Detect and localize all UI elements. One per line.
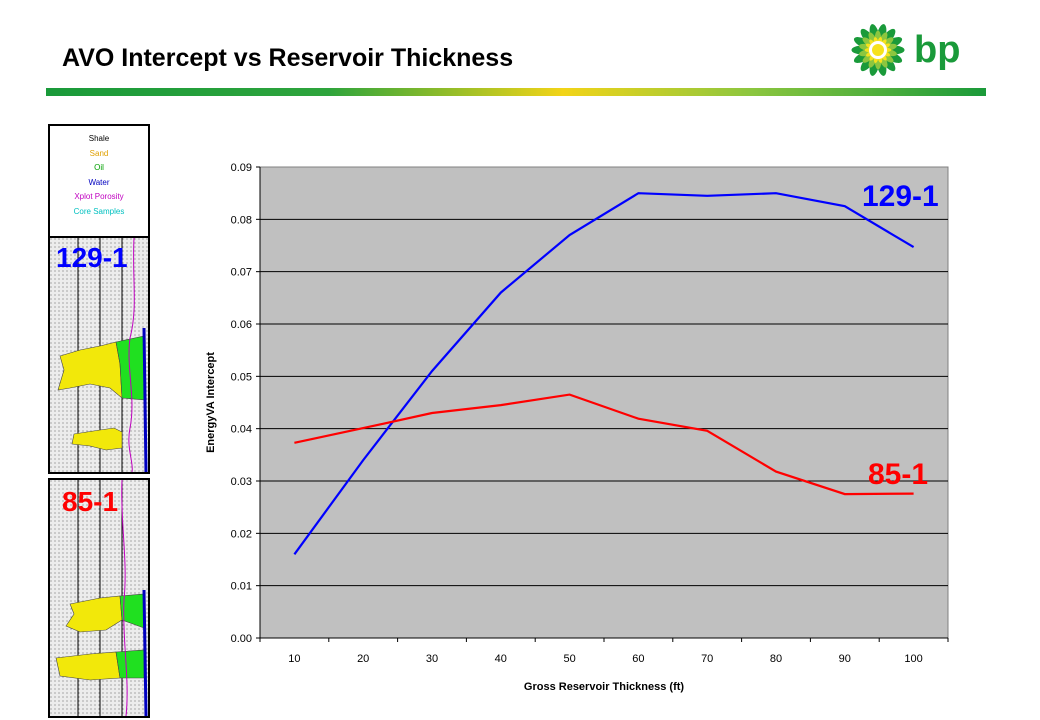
y-tick-label: 0.07 [231, 267, 252, 279]
x-tick-label: 100 [904, 653, 922, 665]
y-tick-label: 0.05 [231, 371, 252, 383]
y-tick-label: 0.06 [231, 319, 252, 331]
plot-area [259, 166, 949, 639]
legend-core-samples: Core Samples [73, 206, 125, 216]
line-chart: 0.00 0.01 0.02 0.03 0.04 0.05 0.06 0.07 0.08 0.09… [205, 162, 949, 693]
y-tick-label: 0.02 [231, 528, 252, 540]
x-tick-label: 30 [426, 653, 438, 665]
well-log-graphic [50, 238, 148, 472]
y-axis-label: EnergyVA Intercept [205, 352, 217, 453]
well-label-85-1: 85-1 [62, 486, 119, 517]
y-tick-label: 0.08 [231, 214, 252, 226]
bp-wordmark: bp [914, 29, 960, 71]
series-label-85-1: 85-1 [868, 458, 929, 491]
x-tick-label: 40 [495, 653, 507, 665]
y-tick-label: 0.03 [231, 476, 252, 488]
well-log-85-1 [48, 478, 150, 718]
log-legend: Shale Sand Oil Water Xplot Porosity Core… [48, 124, 150, 238]
chart-area: 0.00 0.01 0.02 0.03 0.04 0.05 0.06 0.07 0.08 0.09… [180, 150, 960, 710]
well-log-graphic [50, 480, 148, 716]
bp-logo: bp [848, 22, 978, 82]
legend-xplot-porosity: Xplot Porosity [74, 192, 124, 201]
legend-water: Water [88, 177, 110, 187]
x-tick-label: 20 [357, 653, 369, 665]
series-line-85-1 [294, 393, 914, 496]
legend-shale: Shale [88, 134, 110, 143]
helios-icon: bp [851, 24, 960, 76]
well-label-129-1: 129-1 [56, 242, 128, 273]
x-tick-label: 70 [701, 653, 713, 665]
x-tick-label: 90 [839, 653, 851, 665]
x-tick-label: 80 [770, 653, 782, 665]
header-divider [46, 88, 986, 96]
y-tick-label: 0.01 [231, 581, 252, 593]
x-tick-label: 50 [563, 653, 575, 665]
well-log-129-1 [48, 236, 150, 474]
legend-oil: Oil [94, 163, 104, 172]
series-line-129-1 [293, 192, 915, 555]
y-tick-label: 0.09 [231, 162, 252, 174]
y-tick-label: 0.00 [231, 633, 252, 645]
page-title: AVO Intercept vs Reservoir Thickness [62, 44, 514, 72]
x-tick-label: 60 [632, 653, 644, 665]
x-tick-label: 10 [288, 653, 300, 665]
y-tick-label: 0.04 [231, 424, 252, 436]
series-label-129-1: 129-1 [862, 180, 939, 213]
legend-sand: Sand [89, 148, 109, 158]
x-axis-label: Gross Reservoir Thickness (ft) [524, 681, 685, 693]
